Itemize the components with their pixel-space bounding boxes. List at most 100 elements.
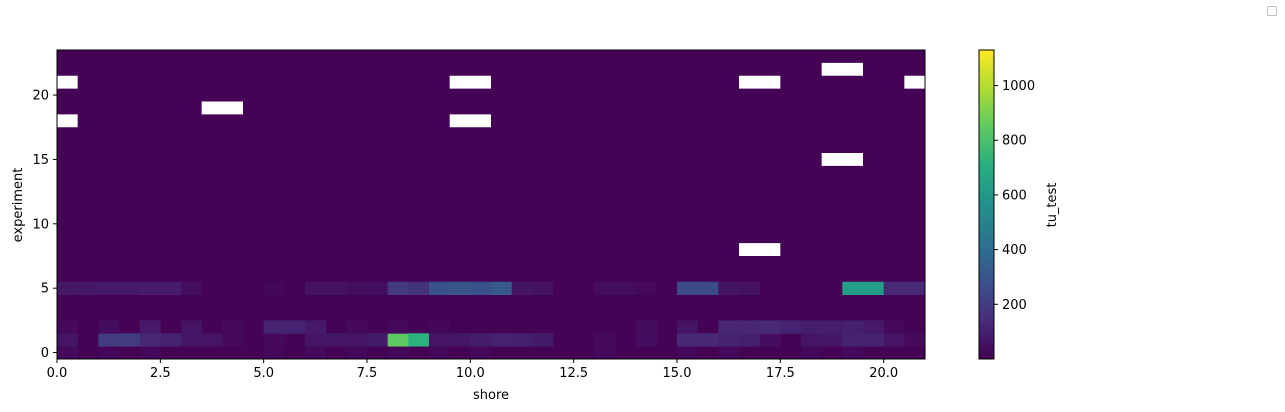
- heatmap-cell: [594, 333, 616, 347]
- heatmap-cell: [346, 320, 368, 334]
- x-axis-ticks: 0.0 2.5 5.0 7.5 10.0 12.5 15.0 17.5 20.0: [47, 359, 898, 381]
- heatmap-cells: [57, 50, 926, 360]
- heatmap-cell: [57, 281, 79, 296]
- heatmap-cell: [367, 281, 389, 296]
- heatmap-cell: [863, 320, 885, 334]
- heatmap-cell: [346, 333, 368, 347]
- colorbar-tick-label: 600: [1002, 188, 1027, 203]
- missing-cell: [449, 114, 491, 128]
- heatmap-cell: [160, 333, 182, 347]
- missing-cell: [201, 101, 243, 115]
- heatmap-cell: [284, 320, 306, 334]
- heatmap-cell: [491, 281, 513, 296]
- heatmap-cell: [429, 320, 451, 334]
- heatmap-cell: [367, 333, 389, 347]
- y-tick-label: 10: [32, 217, 49, 232]
- heatmap-cell: [842, 333, 864, 347]
- heatmap-cell: [863, 333, 885, 347]
- heatmap-cell: [139, 320, 161, 334]
- heatmap-cell: [449, 333, 471, 347]
- heatmap-cell: [739, 281, 761, 296]
- heatmap-cell: [408, 333, 430, 347]
- heatmap-cell: [883, 281, 905, 296]
- heatmap-cell: [57, 333, 79, 347]
- y-axis-ticks: 0 5 10 15 20: [32, 89, 57, 361]
- missing-data-cells: [36, 62, 946, 256]
- heatmap-cell: [387, 333, 409, 347]
- colorbar: [978, 49, 995, 360]
- heatmap-cell: [160, 281, 182, 296]
- heatmap-cell: [863, 281, 885, 296]
- y-tick-label: 0: [41, 346, 49, 361]
- heatmap-cell: [98, 346, 120, 360]
- heatmap-cell: [842, 281, 864, 296]
- missing-cell: [821, 62, 863, 76]
- heatmap-cell: [201, 333, 223, 347]
- heatmap-cell: [883, 320, 905, 334]
- heatmap-cell: [57, 320, 79, 334]
- x-tick-label: 20.0: [869, 366, 898, 381]
- heatmap-cell: [470, 346, 492, 360]
- heatmap-cell: [801, 346, 823, 360]
- heatmap-cell: [139, 281, 161, 296]
- heatmap-cell: [759, 320, 781, 334]
- x-tick-label: 7.5: [357, 366, 378, 381]
- y-tick-label: 5: [41, 282, 49, 297]
- heatmap-cell: [677, 281, 699, 296]
- heatmap-cell: [677, 346, 699, 360]
- heatmap-cell: [263, 281, 285, 296]
- colorbar-tick-label: 400: [1002, 243, 1027, 258]
- heatmap-cell: [821, 333, 843, 347]
- x-tick-label: 2.5: [150, 366, 171, 381]
- x-tick-label: 0.0: [47, 366, 68, 381]
- x-tick-label: 17.5: [766, 366, 795, 381]
- x-tick-label: 5.0: [253, 366, 274, 381]
- heatmap-cell: [98, 320, 120, 334]
- heatmap-cell: [718, 346, 740, 360]
- colorbar-tick-label: 1000: [1002, 79, 1035, 94]
- plot-frame: [56, 49, 926, 360]
- legend-box: [1267, 6, 1277, 16]
- x-axis-label: shore: [473, 388, 509, 403]
- heatmap-cell: [821, 320, 843, 334]
- missing-cell: [739, 243, 781, 256]
- heatmap-cell: [759, 333, 781, 347]
- heatmap-cell: [511, 281, 533, 296]
- y-tick-label: 20: [32, 89, 49, 104]
- colorbar-label: tu_test: [1045, 183, 1060, 228]
- heatmap-cell: [77, 281, 99, 296]
- heatmap-cell: [491, 333, 513, 347]
- heatmap-cell: [904, 333, 926, 347]
- heatmap-cell: [429, 333, 451, 347]
- missing-cell: [449, 75, 491, 89]
- heatmap-cell: [594, 281, 616, 296]
- heatmap-cell: [181, 281, 203, 296]
- heatmap-cell: [635, 320, 657, 334]
- heatmap-cell: [801, 333, 823, 347]
- heatmap-cell: [263, 333, 285, 347]
- heatmap-cell: [615, 281, 637, 296]
- heatmap-cell: [677, 320, 699, 334]
- heatmap-cell: [305, 346, 327, 360]
- heatmap-cell: [263, 346, 285, 360]
- heatmap-cell: [305, 333, 327, 347]
- heatmap-cell: [222, 320, 244, 334]
- heatmap-cell: [801, 320, 823, 334]
- heatmap-cell: [677, 333, 699, 347]
- heatmap-cell: [346, 281, 368, 296]
- heatmap-cell: [222, 333, 244, 347]
- heatmap-cell: [181, 333, 203, 347]
- heatmap-cell: [697, 281, 719, 296]
- heatmap-cell: [387, 281, 409, 296]
- heatmap-cell: [387, 346, 409, 360]
- heatmap-cell: [635, 281, 657, 296]
- heatmap-cell: [263, 320, 285, 334]
- heatmap-cell: [739, 333, 761, 347]
- x-tick-label: 12.5: [559, 366, 588, 381]
- colorbar-tick-label: 800: [1002, 134, 1027, 149]
- heatmap-cell: [883, 333, 905, 347]
- heatmap-cell: [739, 320, 761, 334]
- heatmap-cell: [429, 281, 451, 296]
- heatmap-cell: [594, 346, 616, 360]
